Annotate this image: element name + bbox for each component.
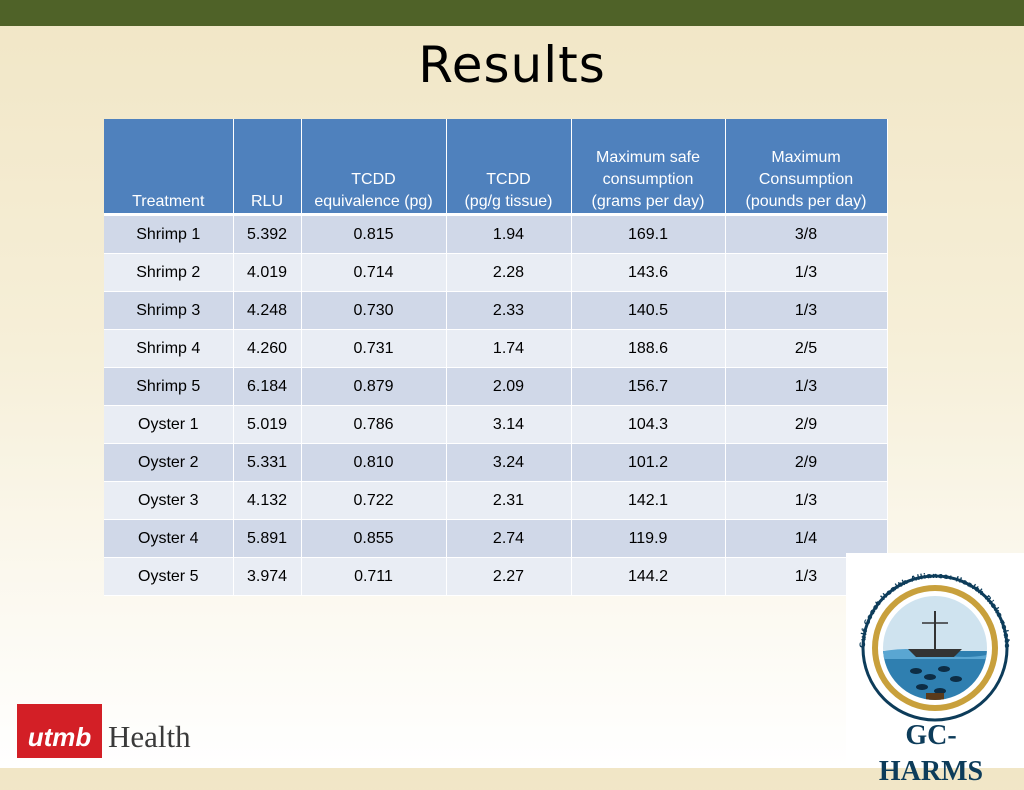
column-header-line: Maximum (771, 149, 841, 166)
table-cell: 5.019 (233, 405, 302, 444)
table-cell: 3.974 (233, 557, 302, 596)
table-cell: 1/3 (725, 481, 888, 520)
table-cell: 2.09 (446, 367, 572, 406)
table-cell: 0.815 (301, 214, 447, 254)
table-row: Shrimp 3 4.248 0.730 2.33 140.5 1/3 (104, 291, 888, 330)
table-cell: 5.392 (233, 214, 302, 254)
results-table: Treatment RLU TCDD equivalence (pg) TCDD (pg/… (104, 119, 888, 596)
column-header-line: Consumption (758, 171, 854, 188)
table-cell: Shrimp 3 (104, 291, 234, 330)
table-cell: 188.6 (571, 329, 726, 368)
table-cell: 156.7 (571, 367, 726, 406)
table-row: Oyster 5 3.974 0.711 2.27 144.2 1/3 (104, 557, 888, 596)
table-cell: 1.74 (446, 329, 572, 368)
table-cell: 0.711 (301, 557, 447, 596)
table-row: Shrimp 4 4.260 0.731 1.74 188.6 2/5 (104, 329, 888, 368)
column-header: RLU (233, 119, 302, 216)
table-cell: 2.33 (446, 291, 572, 330)
table-cell: 142.1 (571, 481, 726, 520)
table-cell: Oyster 5 (104, 557, 234, 596)
gc-harms-logo: Gulf Coast Health Alliance: Health Risks… (842, 546, 1024, 768)
column-header: Treatment (104, 119, 234, 216)
table-cell: Shrimp 4 (104, 329, 234, 368)
table-cell: 0.855 (301, 519, 447, 558)
table-cell: 2.31 (446, 481, 572, 520)
utmb-logo-word: Health (108, 719, 191, 754)
table-cell: 4.132 (233, 481, 302, 520)
table-row: Oyster 3 4.132 0.722 2.31 142.1 1/3 (104, 481, 888, 520)
column-header-line: TCDD (486, 171, 531, 188)
table-cell: Oyster 2 (104, 443, 234, 482)
table-cell: 0.730 (301, 291, 447, 330)
table-cell: Shrimp 1 (104, 214, 234, 254)
table-row: Oyster 1 5.019 0.786 3.14 104.3 2/9 (104, 405, 888, 444)
table-cell: 101.2 (571, 443, 726, 482)
table-cell: 2.28 (446, 253, 572, 292)
table-cell: 143.6 (571, 253, 726, 292)
table-cell: 2.27 (446, 557, 572, 596)
table-cell: 1/3 (725, 367, 888, 406)
column-header-line: consumption (602, 171, 694, 188)
table-cell: 2.74 (446, 519, 572, 558)
table-cell: 104.3 (571, 405, 726, 444)
table-row: Shrimp 1 5.392 0.815 1.94 169.1 3/8 (104, 214, 888, 254)
gc-harms-emblem-icon: Gulf Coast Health Alliance: Health Risks… (842, 546, 1012, 722)
column-header-line: (pounds per day) (745, 193, 867, 210)
table-cell: 3.14 (446, 405, 572, 444)
table-cell: 0.722 (301, 481, 447, 520)
table-cell: 144.2 (571, 557, 726, 596)
table-row: Oyster 4 5.891 0.855 2.74 119.9 1/4 (104, 519, 888, 558)
table-cell: 4.019 (233, 253, 302, 292)
column-header-line: TCDD (351, 171, 396, 188)
table-cell: 4.260 (233, 329, 302, 368)
table-cell: 5.331 (233, 443, 302, 482)
column-header: Maximum safe consumption (grams per day) (571, 119, 726, 216)
table-cell: 140.5 (571, 291, 726, 330)
table-row: Oyster 2 5.331 0.810 3.24 101.2 2/9 (104, 443, 888, 482)
table-cell: 1/4 (725, 519, 888, 558)
table-cell: 6.184 (233, 367, 302, 406)
utmb-logo-mark: utmb (17, 704, 102, 758)
table-cell: Oyster 4 (104, 519, 234, 558)
table-row: Shrimp 2 4.019 0.714 2.28 143.6 1/3 (104, 253, 888, 292)
column-header: TCDD (pg/g tissue) (446, 119, 572, 216)
column-header-line: Maximum safe (595, 149, 701, 166)
table-cell: 4.248 (233, 291, 302, 330)
table-cell: 1/3 (725, 253, 888, 292)
table-cell: 1/3 (725, 291, 888, 330)
table-cell: Oyster 3 (104, 481, 234, 520)
table-cell: 119.9 (571, 519, 726, 558)
table-cell: 2/5 (725, 329, 888, 368)
column-header: Maximum Consumption (pounds per day) (725, 119, 888, 216)
column-header-line: (pg/g tissue) (464, 193, 553, 210)
column-header-line: RLU (250, 193, 283, 210)
table-cell: 2/9 (725, 443, 888, 482)
gc-harms-wordmark: GC-HARMS (878, 720, 984, 787)
table-cell: 169.1 (571, 214, 726, 254)
table-cell: 0.731 (301, 329, 447, 368)
table-cell: Oyster 1 (104, 405, 234, 444)
table-cell: 5.891 (233, 519, 302, 558)
table-cell: Shrimp 2 (104, 253, 234, 292)
table-row: Shrimp 5 6.184 0.879 2.09 156.7 1/3 (104, 367, 888, 406)
column-header-line: equivalence (pg) (314, 193, 433, 210)
table-cell: 2/9 (725, 405, 888, 444)
table-cell: Shrimp 5 (104, 367, 234, 406)
column-header: TCDD equivalence (pg) (301, 119, 447, 216)
table-cell: 0.786 (301, 405, 447, 444)
table-body: Shrimp 1 5.392 0.815 1.94 169.1 3/8 Shrimp 2 4.… (104, 214, 888, 596)
table-cell: 0.810 (301, 443, 447, 482)
table-cell: 0.714 (301, 253, 447, 292)
table-cell: 3.24 (446, 443, 572, 482)
column-header-line: (grams per day) (591, 193, 705, 210)
column-header-line: Treatment (132, 193, 205, 210)
top-accent-bar (0, 0, 1024, 26)
slide-title: Results (418, 36, 606, 94)
utmb-health-logo: utmb Health (17, 704, 191, 758)
table-cell: 1.94 (446, 214, 572, 254)
table-header-row: Treatment RLU TCDD equivalence (pg) TCDD (pg/… (104, 119, 888, 216)
table-cell: 0.879 (301, 367, 447, 406)
table-cell: 3/8 (725, 214, 888, 254)
